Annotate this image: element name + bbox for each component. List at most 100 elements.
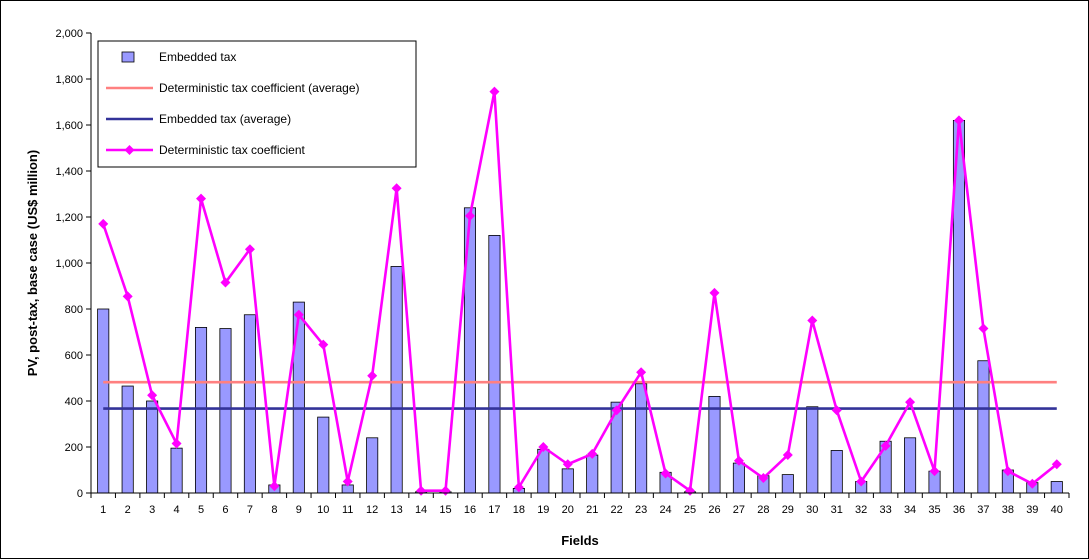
marker-field-17: [489, 86, 500, 97]
bar-field-7: [243, 314, 256, 494]
y-tick-label: 1,400: [55, 166, 83, 178]
x-tick-label: 38: [1002, 504, 1014, 516]
legend-box: [97, 40, 417, 168]
marker-field-28: [758, 473, 769, 484]
marker-field-12: [367, 370, 378, 381]
x-tick-label: 20: [562, 504, 574, 516]
bar-field-5: [194, 326, 208, 494]
x-tick-label: 26: [708, 504, 720, 516]
bar-field-13: [390, 266, 403, 494]
marker-field-26: [709, 287, 720, 298]
x-tick-label: 2: [125, 504, 131, 516]
marker-field-21: [587, 448, 598, 459]
marker-field-29: [782, 450, 793, 461]
y-axis-title: PV, post-tax, base case (US$ million): [25, 150, 40, 376]
legend-marker-swatch: [124, 145, 135, 155]
bar-field-34: [904, 437, 917, 494]
x-tick-label: 4: [174, 504, 180, 516]
marker-field-30: [807, 315, 818, 326]
marker-field-10: [318, 339, 329, 350]
deterministic-line: [101, 90, 1058, 493]
marker-field-34: [905, 397, 916, 408]
x-tick-label: 35: [928, 504, 940, 516]
marker-field-13: [391, 183, 402, 194]
legend-label: Deterministic tax coefficient: [159, 143, 306, 157]
marker-field-32: [856, 476, 867, 487]
x-tick-label: 24: [659, 504, 671, 516]
x-tick-label: 3: [149, 504, 155, 516]
y-tick-label: 1,000: [55, 258, 83, 270]
x-tick-label: 10: [317, 504, 329, 516]
legend-bar-swatch: [121, 51, 135, 63]
bar-field-10: [317, 416, 330, 494]
bar-field-9: [292, 301, 305, 494]
marker-field-40: [1051, 459, 1062, 470]
x-tick-label: 28: [757, 504, 769, 516]
marker-field-22: [611, 405, 622, 416]
x-tick-label: 7: [247, 504, 253, 516]
x-tick-label: 18: [513, 504, 525, 516]
legend-label: Embedded tax (average): [159, 112, 291, 126]
x-axis-title: Fields: [561, 533, 599, 548]
x-tick-label: 16: [464, 504, 476, 516]
marker-field-38: [1002, 466, 1013, 477]
marker-field-3: [147, 390, 158, 401]
bar-field-37: [977, 360, 990, 494]
x-tick-label: 1: [100, 504, 106, 516]
marker-field-27: [733, 455, 744, 466]
x-ticks: 1 2 3 4 5 6 7 8 9 10 11 12 13 14 15 16 17 18 19 20 21 22 23 24 2…: [90, 493, 1070, 516]
bar-field-1: [97, 308, 110, 494]
x-tick-label: 25: [684, 504, 696, 516]
bar-field-29: [781, 474, 794, 494]
x-tick-label: 30: [806, 504, 818, 516]
x-tick-label: 14: [415, 504, 427, 516]
marker-field-2: [122, 291, 133, 302]
x-tick-label: 5: [198, 504, 204, 516]
y-tick-label: 1,800: [55, 74, 83, 86]
bar-field-27: [732, 462, 745, 494]
legend: Embedded tax Deterministic tax coefficien…: [97, 40, 417, 168]
bar-field-6: [219, 328, 232, 494]
x-tick-label: 37: [977, 504, 989, 516]
marker-field-39: [1027, 478, 1038, 489]
x-tick-label: 19: [537, 504, 549, 516]
x-tick-label: 29: [782, 504, 794, 516]
x-tick-label: 21: [586, 504, 598, 516]
marker-field-4: [171, 438, 182, 449]
bar-field-21: [586, 454, 599, 494]
marker-field-18: [513, 482, 524, 493]
marker-field-1: [98, 218, 109, 229]
bar-field-3: [146, 400, 159, 494]
y-tick-label: 600: [65, 350, 83, 362]
marker-field-5: [196, 193, 207, 204]
bar-field-17: [488, 234, 501, 494]
bar-field-31: [830, 450, 843, 494]
marker-field-24: [660, 468, 671, 479]
marker-field-9: [293, 309, 304, 320]
bar-field-40: [1050, 481, 1063, 494]
y-tick-label: 1,600: [55, 120, 83, 132]
marker-field-33: [880, 440, 891, 451]
y-ticks: 0 200 400 600 800 1,000 1,200 1,400 1,600 1,800 2,…: [55, 28, 91, 500]
x-tick-label: 40: [1051, 504, 1063, 516]
marker-field-36: [953, 115, 964, 126]
average-lines: [103, 380, 1057, 410]
bar-field-20: [561, 468, 574, 494]
x-tick-label: 22: [611, 504, 623, 516]
marker-field-19: [538, 442, 549, 452]
marker-field-31: [831, 405, 842, 416]
bar-field-12: [366, 437, 379, 494]
x-tick-label: 23: [635, 504, 647, 516]
x-tick-label: 31: [831, 504, 843, 516]
y-tick-label: 200: [65, 442, 83, 454]
x-tick-label: 39: [1026, 504, 1038, 516]
y-tick-label: 800: [65, 304, 83, 316]
marker-field-8: [269, 481, 280, 492]
x-tick-label: 36: [953, 504, 965, 516]
legend-label: Deterministic tax coefficient (average): [159, 81, 360, 95]
x-tick-label: 27: [733, 504, 745, 516]
y-tick-label: 400: [65, 396, 83, 408]
marker-field-35: [929, 466, 940, 477]
x-tick-label: 33: [880, 504, 892, 516]
